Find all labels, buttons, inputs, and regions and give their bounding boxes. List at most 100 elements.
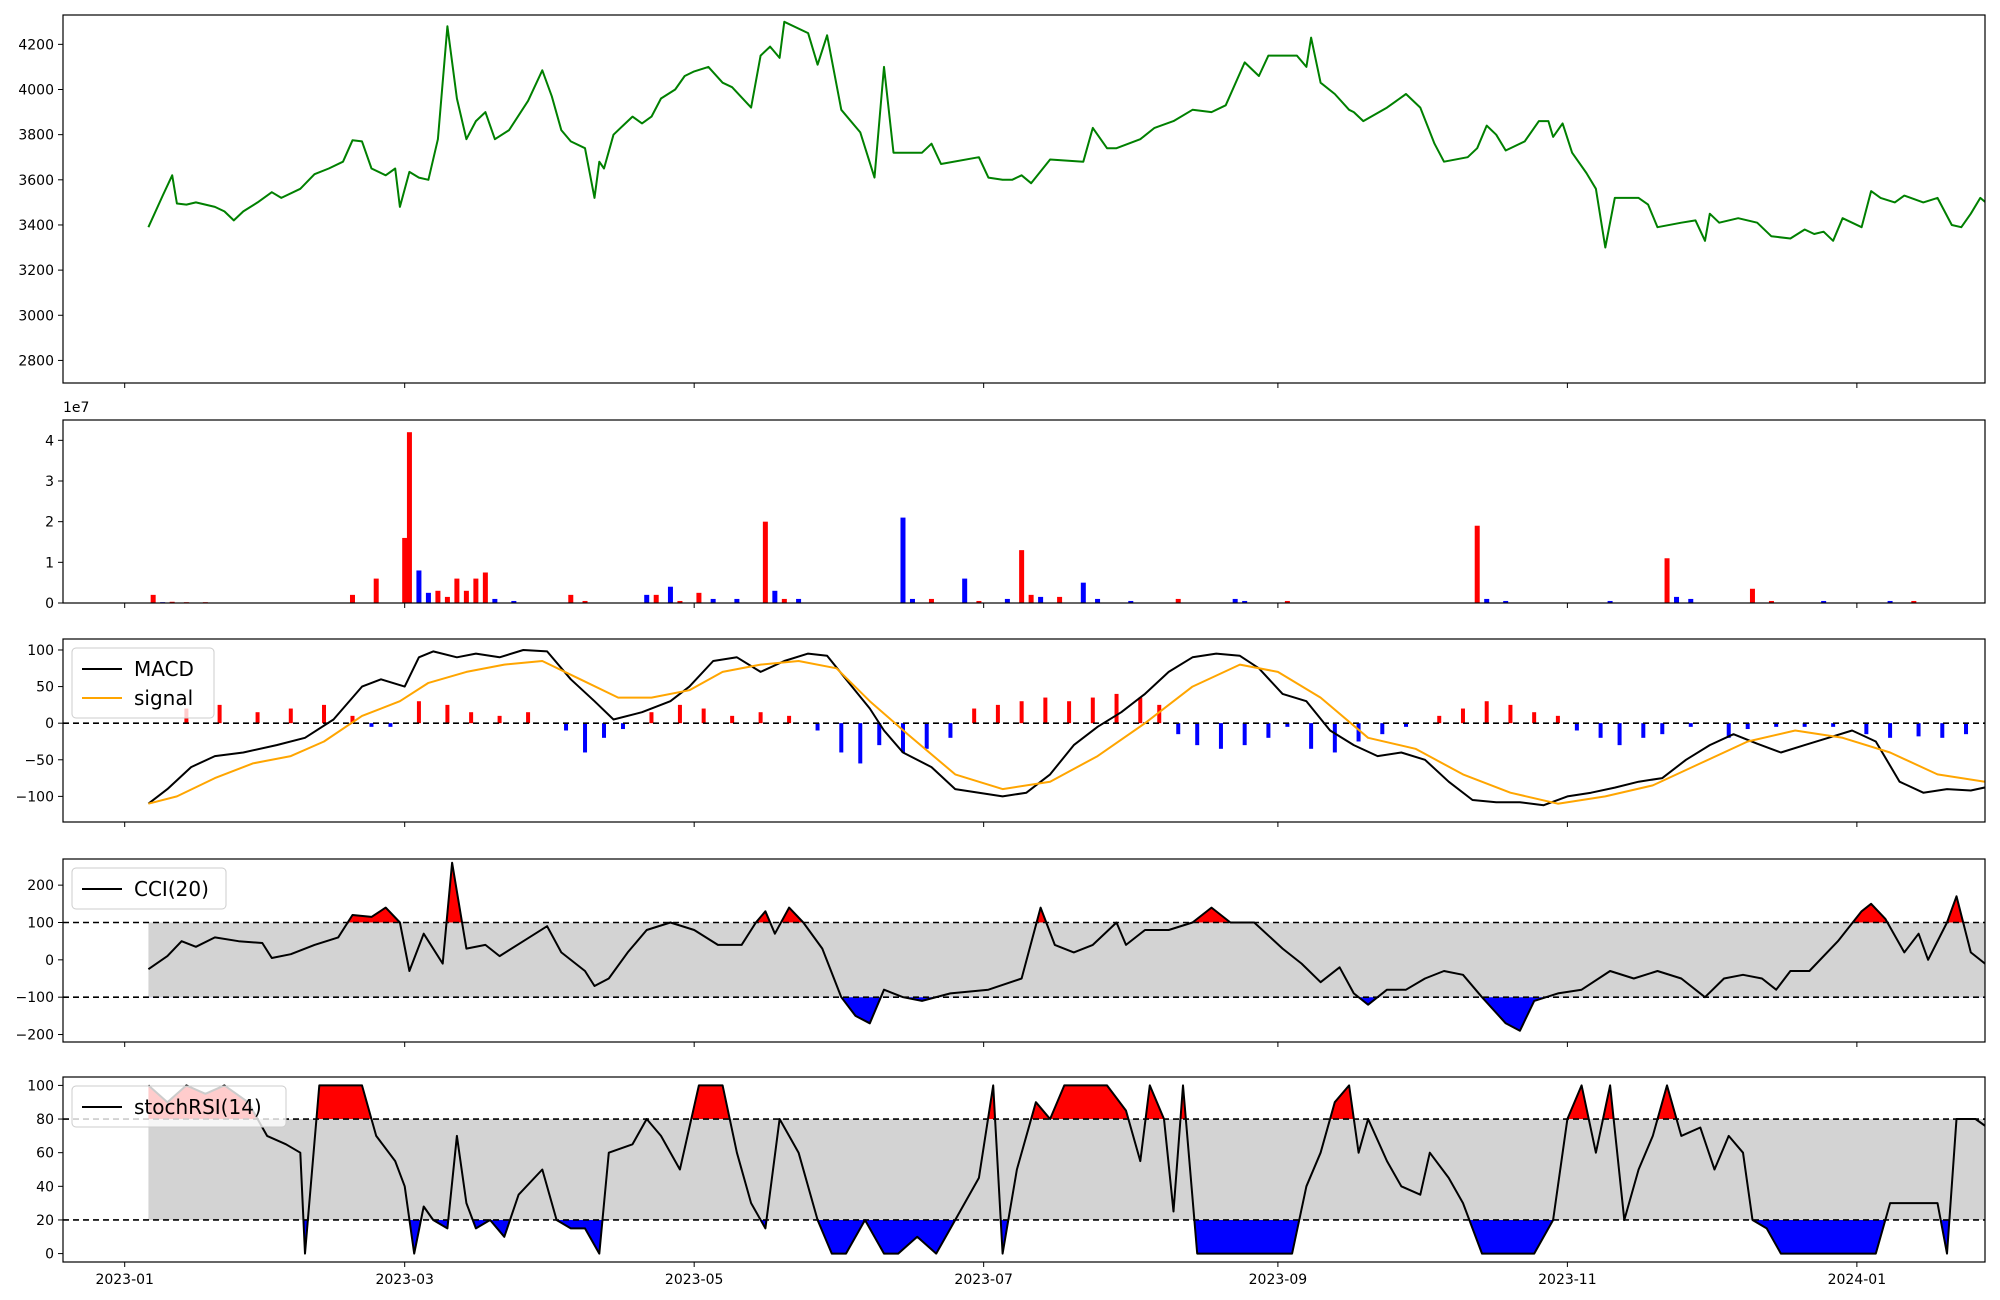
histogram-bar — [350, 715, 355, 724]
volume-bar — [492, 598, 498, 603]
series-line-signal — [148, 660, 1985, 805]
x-tick-label: 2024-01 — [1828, 1272, 1887, 1288]
volume-bar — [928, 598, 934, 603]
y-tick-label: 0 — [45, 596, 54, 612]
histogram-bar — [1460, 708, 1465, 724]
plot-area — [63, 861, 1985, 1032]
histogram-bar — [469, 712, 474, 724]
legend-label: MACD — [134, 657, 194, 681]
volume-bar — [909, 598, 915, 603]
histogram-bar — [1660, 723, 1665, 735]
volume-bar — [772, 590, 778, 603]
volume-bar — [1768, 600, 1774, 603]
histogram-bar — [1508, 704, 1513, 724]
y-tick-label: 50 — [36, 680, 54, 696]
volume-bar — [1911, 600, 1917, 603]
y-offset-label: 1e7 — [63, 400, 89, 416]
y-tick-label: 2800 — [18, 353, 54, 369]
histogram-bar — [1067, 701, 1072, 724]
y-tick-label: 0 — [45, 953, 54, 969]
volume-bar — [1038, 596, 1044, 603]
x-tick-label: 2023-03 — [375, 1272, 434, 1288]
axes-frame — [62, 14, 1986, 384]
legend-label: CCI(20) — [134, 877, 209, 901]
volume-bar — [373, 578, 379, 603]
legend-box — [71, 867, 227, 910]
histogram-bar — [924, 723, 929, 749]
y-tick-label: 2 — [45, 515, 54, 531]
y-tick-label: 100 — [27, 915, 54, 931]
x-tick-label: 2023-07 — [954, 1272, 1013, 1288]
y-tick-label: 3200 — [18, 263, 54, 279]
volume-bar — [402, 537, 408, 603]
volume-bar — [1503, 600, 1509, 603]
histogram-bar — [1774, 723, 1779, 727]
histogram-bar — [1802, 723, 1807, 727]
volume-bar — [1484, 598, 1490, 603]
volume-bar — [696, 592, 702, 603]
y-tick-label: 3 — [45, 474, 54, 490]
histogram-bar — [1831, 723, 1836, 727]
volume-bar — [900, 517, 906, 603]
x-tick-label: 2023-01 — [95, 1272, 154, 1288]
volume-bar — [1821, 600, 1827, 603]
histogram-bar — [1964, 723, 1969, 735]
volume-bar — [1095, 598, 1101, 603]
histogram-bar — [217, 704, 222, 724]
histogram-bar — [1332, 723, 1337, 753]
volume-bar — [1674, 596, 1680, 603]
volume-bar — [568, 594, 574, 603]
histogram-bar — [1019, 701, 1024, 724]
histogram-bar — [1555, 715, 1560, 724]
axes-frame — [62, 419, 1986, 604]
series-line-stochrsi-14 — [147, 1084, 1985, 1255]
y-tick-label: 200 — [27, 878, 54, 894]
x-tick-label: 2023-05 — [665, 1272, 724, 1288]
plot-area — [147, 20, 1985, 249]
y-tick-label: 4200 — [18, 37, 54, 53]
volume-bar — [1688, 598, 1694, 603]
volume-bar — [406, 432, 412, 603]
volume-bar — [1474, 525, 1480, 603]
histogram-bar — [858, 723, 863, 764]
volume-bar — [150, 594, 156, 603]
histogram-bar — [583, 723, 588, 753]
plot-area — [63, 1084, 1985, 1255]
histogram-bar — [1617, 723, 1622, 746]
volume-bar — [1284, 600, 1290, 603]
histogram-bar — [602, 723, 607, 738]
panel-cci: −200 −100 0 100 200 CCI(20) — [16, 858, 1986, 1047]
histogram-bar — [322, 704, 327, 724]
histogram-bar — [388, 723, 393, 727]
histogram-bar — [1157, 704, 1162, 724]
volume-bar — [962, 578, 968, 603]
histogram-bar — [972, 708, 977, 724]
histogram-bar — [1090, 697, 1095, 724]
legend-box — [71, 1085, 287, 1128]
volume-bar — [482, 572, 488, 603]
neutral-band — [148, 922, 1985, 998]
y-tick-label: 3800 — [18, 128, 54, 144]
histogram-bar — [815, 723, 820, 731]
histogram-bar — [649, 712, 654, 724]
histogram-bar — [445, 704, 450, 724]
panel-macd: −100 −50 0 50 100 MACD signal — [16, 638, 1986, 827]
plot-area — [150, 432, 1917, 603]
histogram-bar — [255, 712, 260, 724]
histogram-bar — [1888, 723, 1893, 738]
volume-bar — [710, 598, 716, 603]
series-line — [147, 20, 1985, 249]
volume-bar — [349, 594, 355, 603]
panel-stochRSI: 0 20 40 60 80 100 2023-01 2023-03 2023-05 2023-07… — [27, 1076, 1986, 1288]
histogram-bar — [620, 723, 625, 730]
histogram-bar — [1532, 712, 1537, 724]
volume-bar — [169, 601, 175, 603]
y-tick-label: −200 — [16, 1028, 54, 1044]
y-tick-label: 80 — [36, 1112, 54, 1128]
volume-bar — [425, 592, 431, 603]
axes-frame — [62, 1076, 1986, 1263]
histogram-bar — [1266, 723, 1271, 738]
histogram-bar — [1484, 701, 1489, 724]
legend-label: stochRSI(14) — [134, 1095, 262, 1119]
